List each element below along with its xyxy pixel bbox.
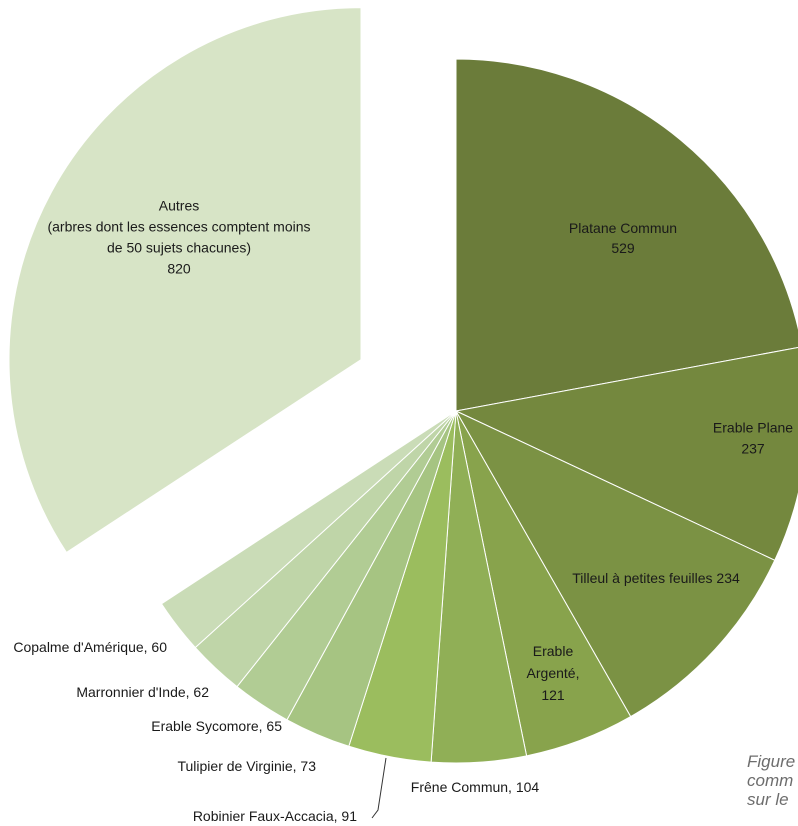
slice-label-line: 237 xyxy=(741,441,765,457)
slice-label: Tilleul à petites feuilles 234 xyxy=(572,570,740,586)
slice-label-line: Erable Sycomore, 65 xyxy=(151,718,282,734)
slice-label: Erable Argenté, 121 xyxy=(527,643,580,703)
slice-label-line: Erable xyxy=(533,643,574,659)
caption-line: Figure xyxy=(747,752,796,771)
slice-label: Autres (arbres dont les essences comptent… xyxy=(47,198,310,277)
pie-slice-erable-plane xyxy=(454,347,798,561)
caption-line: comm xyxy=(747,771,794,790)
slice-label: Frêne Commun, 104 xyxy=(411,779,540,795)
slice-label: Platane Commun 529 xyxy=(569,220,677,256)
pie-slice-tilleul-petites-feuilles xyxy=(454,409,776,718)
slice-label-line: Platane Commun xyxy=(569,220,677,236)
slice-label-line: Tilleul à petites feuilles 234 xyxy=(572,570,740,586)
pie-slice-copalme-d-am-rique xyxy=(160,410,457,649)
slice-label-line: Copalme d'Amérique, 60 xyxy=(13,639,167,655)
pie-slice-autres xyxy=(8,7,362,554)
slice-label-line: Robinier Faux-Accacia, 91 xyxy=(193,808,357,824)
slice-label: Copalme d'Amérique, 60 xyxy=(13,639,167,655)
slice-label-line: Tulipier de Virginie, 73 xyxy=(177,758,316,774)
slice-label-line: (arbres dont les essences comptent moins xyxy=(47,219,310,235)
slice-label: Erable Sycomore, 65 xyxy=(151,718,282,734)
slice-label-line: Erable Plane xyxy=(713,420,793,436)
caption-line: sur le xyxy=(747,790,789,809)
slice-label: Erable Plane 237 xyxy=(713,420,793,457)
slice-label-line: de 50 sujets chacunes) xyxy=(107,240,251,256)
slice-label-line: 121 xyxy=(541,687,565,703)
slice-label: Tulipier de Virginie, 73 xyxy=(177,758,316,774)
slice-label: Marronnier d'Inde, 62 xyxy=(76,684,209,700)
slice-label-line: 820 xyxy=(167,261,191,277)
slice-label-line: Argenté, xyxy=(527,665,580,681)
slice-label-line: Marronnier d'Inde, 62 xyxy=(76,684,209,700)
figure-caption: Figure comm sur le xyxy=(747,752,798,809)
slice-label-line: 529 xyxy=(611,240,635,256)
slice-label-line: Frêne Commun, 104 xyxy=(411,779,540,795)
slice-label-line: Autres xyxy=(159,198,199,214)
slice-label: Robinier Faux-Accacia, 91 xyxy=(193,808,357,824)
pie-slice-platane-commun xyxy=(455,58,798,412)
leader-line xyxy=(371,757,387,819)
